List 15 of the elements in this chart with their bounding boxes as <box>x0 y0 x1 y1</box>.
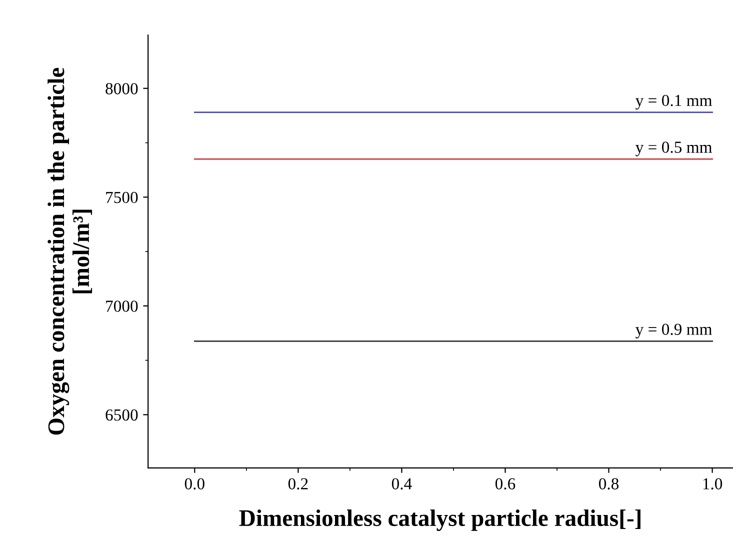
x-tick-label: 0.2 <box>288 478 308 490</box>
x-axis-title: Dimensionless catalyst particle radius[-] <box>239 509 640 531</box>
x-tick-label: 0.4 <box>392 478 412 490</box>
y-tick-label: 6500 <box>106 409 138 421</box>
x-tick-label: 0.6 <box>495 478 516 490</box>
x-tick-label: 0.8 <box>598 478 619 490</box>
y-tick-label: 7000 <box>106 300 138 312</box>
y-tick-label: 7500 <box>106 192 138 204</box>
series-label: y = 0.5 mm <box>636 142 712 156</box>
x-tick-label: 1.0 <box>703 478 722 490</box>
series-label: y = 0.1 mm <box>636 94 712 110</box>
x-tick-label: 0.0 <box>184 478 204 490</box>
y-tick-label: 8000 <box>106 83 138 94</box>
y-axis-title: Oxygen concentration in the particle [mol/m³] <box>48 68 92 435</box>
series-label: y = 0.9 mm <box>636 324 712 338</box>
